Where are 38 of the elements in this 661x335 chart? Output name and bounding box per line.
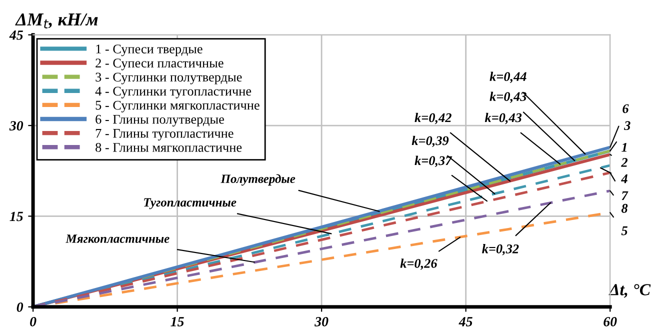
x-tick-label: 0	[30, 316, 36, 326]
annotation: Полутвердые	[220, 174, 296, 186]
legend-label: 6 - Глины полутвердые	[96, 114, 224, 126]
y-axis-title: ΔM$_{t}$, кН/м	[15, 13, 98, 28]
y-tick-label: 30	[9, 121, 24, 130]
x-tick-label: 15	[170, 317, 184, 326]
x-tick-label: 45	[458, 317, 472, 326]
x-tick-label: 60	[604, 316, 617, 326]
legend-label: 7 - Глины тугопластичне	[96, 129, 234, 141]
annotation: Тугопластичные	[144, 198, 236, 210]
legend-label: 8 - Глины мягкопластичне	[96, 142, 242, 152]
legend-label: 4 - Суглинки тугопластичне	[95, 86, 252, 98]
y-tick-label: 45	[9, 30, 23, 40]
annotation: 3	[624, 121, 630, 130]
annotation: k=0,43	[484, 112, 522, 124]
annotation: 2	[621, 158, 628, 167]
annotation: 6	[622, 104, 629, 114]
annotation: k=0,37	[414, 156, 452, 167]
annotation: k=0,44	[490, 72, 526, 83]
y-tick-label: 15	[10, 212, 23, 222]
annotation: k=0,43	[490, 92, 526, 103]
annotation: 1	[622, 142, 626, 152]
x-tick-label: 30	[314, 316, 328, 326]
annotation: 7	[622, 191, 628, 200]
annotation: k=0,39	[412, 136, 449, 148]
legend-label: 3 - Суглинки полутвердые	[96, 72, 242, 84]
x-axis-title: Δt, °C	[608, 284, 651, 298]
annotation: Мягкопластичные	[66, 234, 170, 243]
annotation: 4	[621, 174, 628, 184]
annotation: k=0,42	[414, 112, 452, 124]
legend-label: 2 - Супеси пластичные	[96, 58, 224, 70]
legend-label: 1 - Супеси твердые	[96, 44, 202, 56]
annotation: k=0,32	[482, 244, 519, 256]
y-tick-label: 0	[16, 302, 24, 312]
legend-label: 5 - Суглинки мягкопластичне	[96, 100, 260, 112]
annotation: 8	[621, 204, 628, 213]
annotation: 5	[621, 226, 628, 236]
annotation: k=0,26	[400, 258, 438, 270]
